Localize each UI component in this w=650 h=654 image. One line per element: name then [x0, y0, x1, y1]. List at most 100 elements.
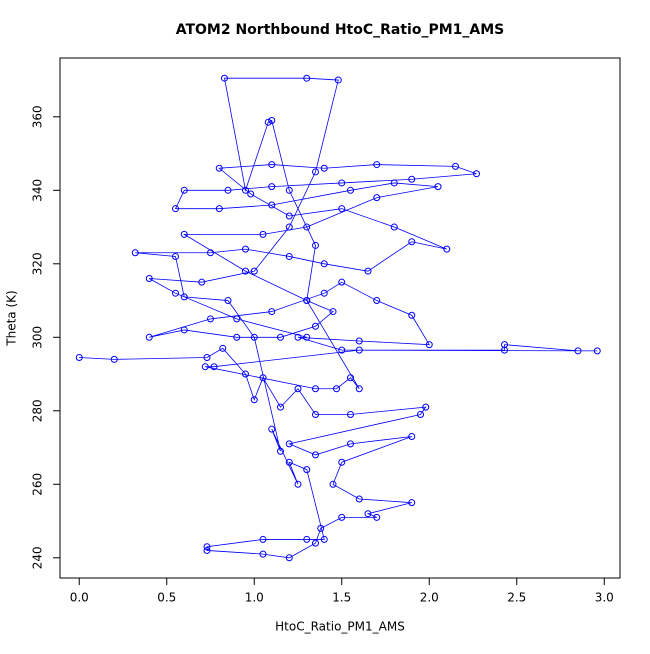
- data-point: [264, 118, 272, 126]
- data-point: [338, 205, 346, 213]
- data-point: [277, 403, 284, 411]
- data-point: [333, 385, 340, 393]
- data-point: [320, 289, 328, 297]
- data-point: [131, 249, 139, 257]
- data-point: [259, 550, 267, 558]
- data-point: [312, 451, 319, 459]
- data-point: [294, 480, 302, 488]
- data-point: [408, 433, 416, 441]
- data-point: [312, 322, 319, 330]
- data-point: [180, 186, 188, 194]
- x-tick-label: 0.5: [157, 591, 176, 605]
- data-point: [285, 440, 293, 448]
- data-point: [285, 252, 293, 260]
- data-point: [250, 333, 258, 341]
- data-point: [242, 370, 249, 378]
- data-point: [201, 363, 209, 371]
- data-point: [425, 341, 433, 349]
- data-point: [355, 337, 363, 345]
- data-point: [250, 267, 258, 275]
- data-point: [347, 410, 354, 418]
- data-point: [259, 374, 267, 382]
- data-point: [312, 241, 319, 249]
- data-point: [242, 245, 249, 253]
- data-point: [312, 385, 319, 393]
- x-axis-label: HtoC_Ratio_PM1_AMS: [275, 620, 405, 634]
- y-tick-label: 260: [31, 473, 45, 496]
- y-tick-label: 360: [31, 105, 45, 128]
- data-point: [347, 440, 354, 448]
- data-point: [198, 278, 206, 286]
- data-point: [294, 385, 302, 393]
- data-point: [338, 458, 346, 466]
- data-point: [452, 162, 459, 170]
- data-point: [373, 161, 381, 169]
- data-point: [347, 186, 354, 194]
- data-point: [408, 311, 416, 319]
- data-point: [473, 170, 480, 178]
- data-point: [215, 205, 223, 213]
- data-point: [390, 223, 398, 231]
- x-tick-label: 2.0: [420, 591, 439, 605]
- data-point: [224, 186, 232, 194]
- data-point: [277, 333, 284, 341]
- data-point: [312, 410, 319, 418]
- data-point: [355, 495, 363, 503]
- data-point: [268, 425, 276, 433]
- data-point: [210, 363, 218, 371]
- data-point: [320, 164, 328, 172]
- data-point: [338, 179, 346, 187]
- data-point: [390, 179, 398, 187]
- data-point: [285, 212, 293, 220]
- data-point: [172, 252, 179, 260]
- data-point: [285, 223, 293, 231]
- data-line: [79, 77, 598, 559]
- data-point: [373, 513, 381, 521]
- data-point: [215, 164, 223, 172]
- data-point: [207, 249, 214, 257]
- data-point: [338, 346, 346, 354]
- data-point: [422, 403, 430, 411]
- y-tick-label: 300: [31, 326, 45, 349]
- y-tick-label: 280: [31, 399, 45, 422]
- data-point: [303, 333, 311, 341]
- data-point: [233, 315, 241, 323]
- data-point: [303, 297, 311, 305]
- data-point: [180, 293, 188, 301]
- data-point: [203, 354, 211, 362]
- data-point: [242, 186, 249, 194]
- data-point: [329, 480, 337, 488]
- data-point: [417, 410, 424, 418]
- data-point: [294, 333, 302, 341]
- data-point: [303, 74, 311, 82]
- data-point: [145, 333, 153, 341]
- data-point: [224, 297, 232, 305]
- y-axis-label: Theta (K): [5, 290, 19, 346]
- data-point: [259, 230, 267, 238]
- data-point: [268, 201, 276, 209]
- data-point: [312, 539, 319, 547]
- data-point: [347, 374, 354, 382]
- data-point: [338, 278, 346, 286]
- x-tick-label: 3.0: [595, 591, 614, 605]
- data-point: [180, 230, 188, 238]
- data-point: [443, 245, 451, 253]
- y-tick-label: 340: [31, 179, 45, 202]
- data-point: [285, 458, 293, 466]
- data-point: [75, 354, 83, 362]
- data-point: [268, 116, 276, 124]
- data-point: [334, 76, 342, 84]
- data-point: [373, 194, 381, 202]
- y-tick-label: 240: [31, 546, 45, 569]
- y-tick-label: 320: [31, 252, 45, 275]
- chart-title: ATOM2 Northbound HtoC_Ratio_PM1_AMS: [176, 22, 505, 38]
- data-point: [355, 346, 363, 354]
- data-point: [172, 205, 179, 213]
- data-point: [110, 355, 118, 363]
- data-point: [320, 260, 328, 268]
- data-point: [312, 168, 319, 176]
- data-point: [203, 546, 211, 554]
- data-point: [285, 554, 293, 562]
